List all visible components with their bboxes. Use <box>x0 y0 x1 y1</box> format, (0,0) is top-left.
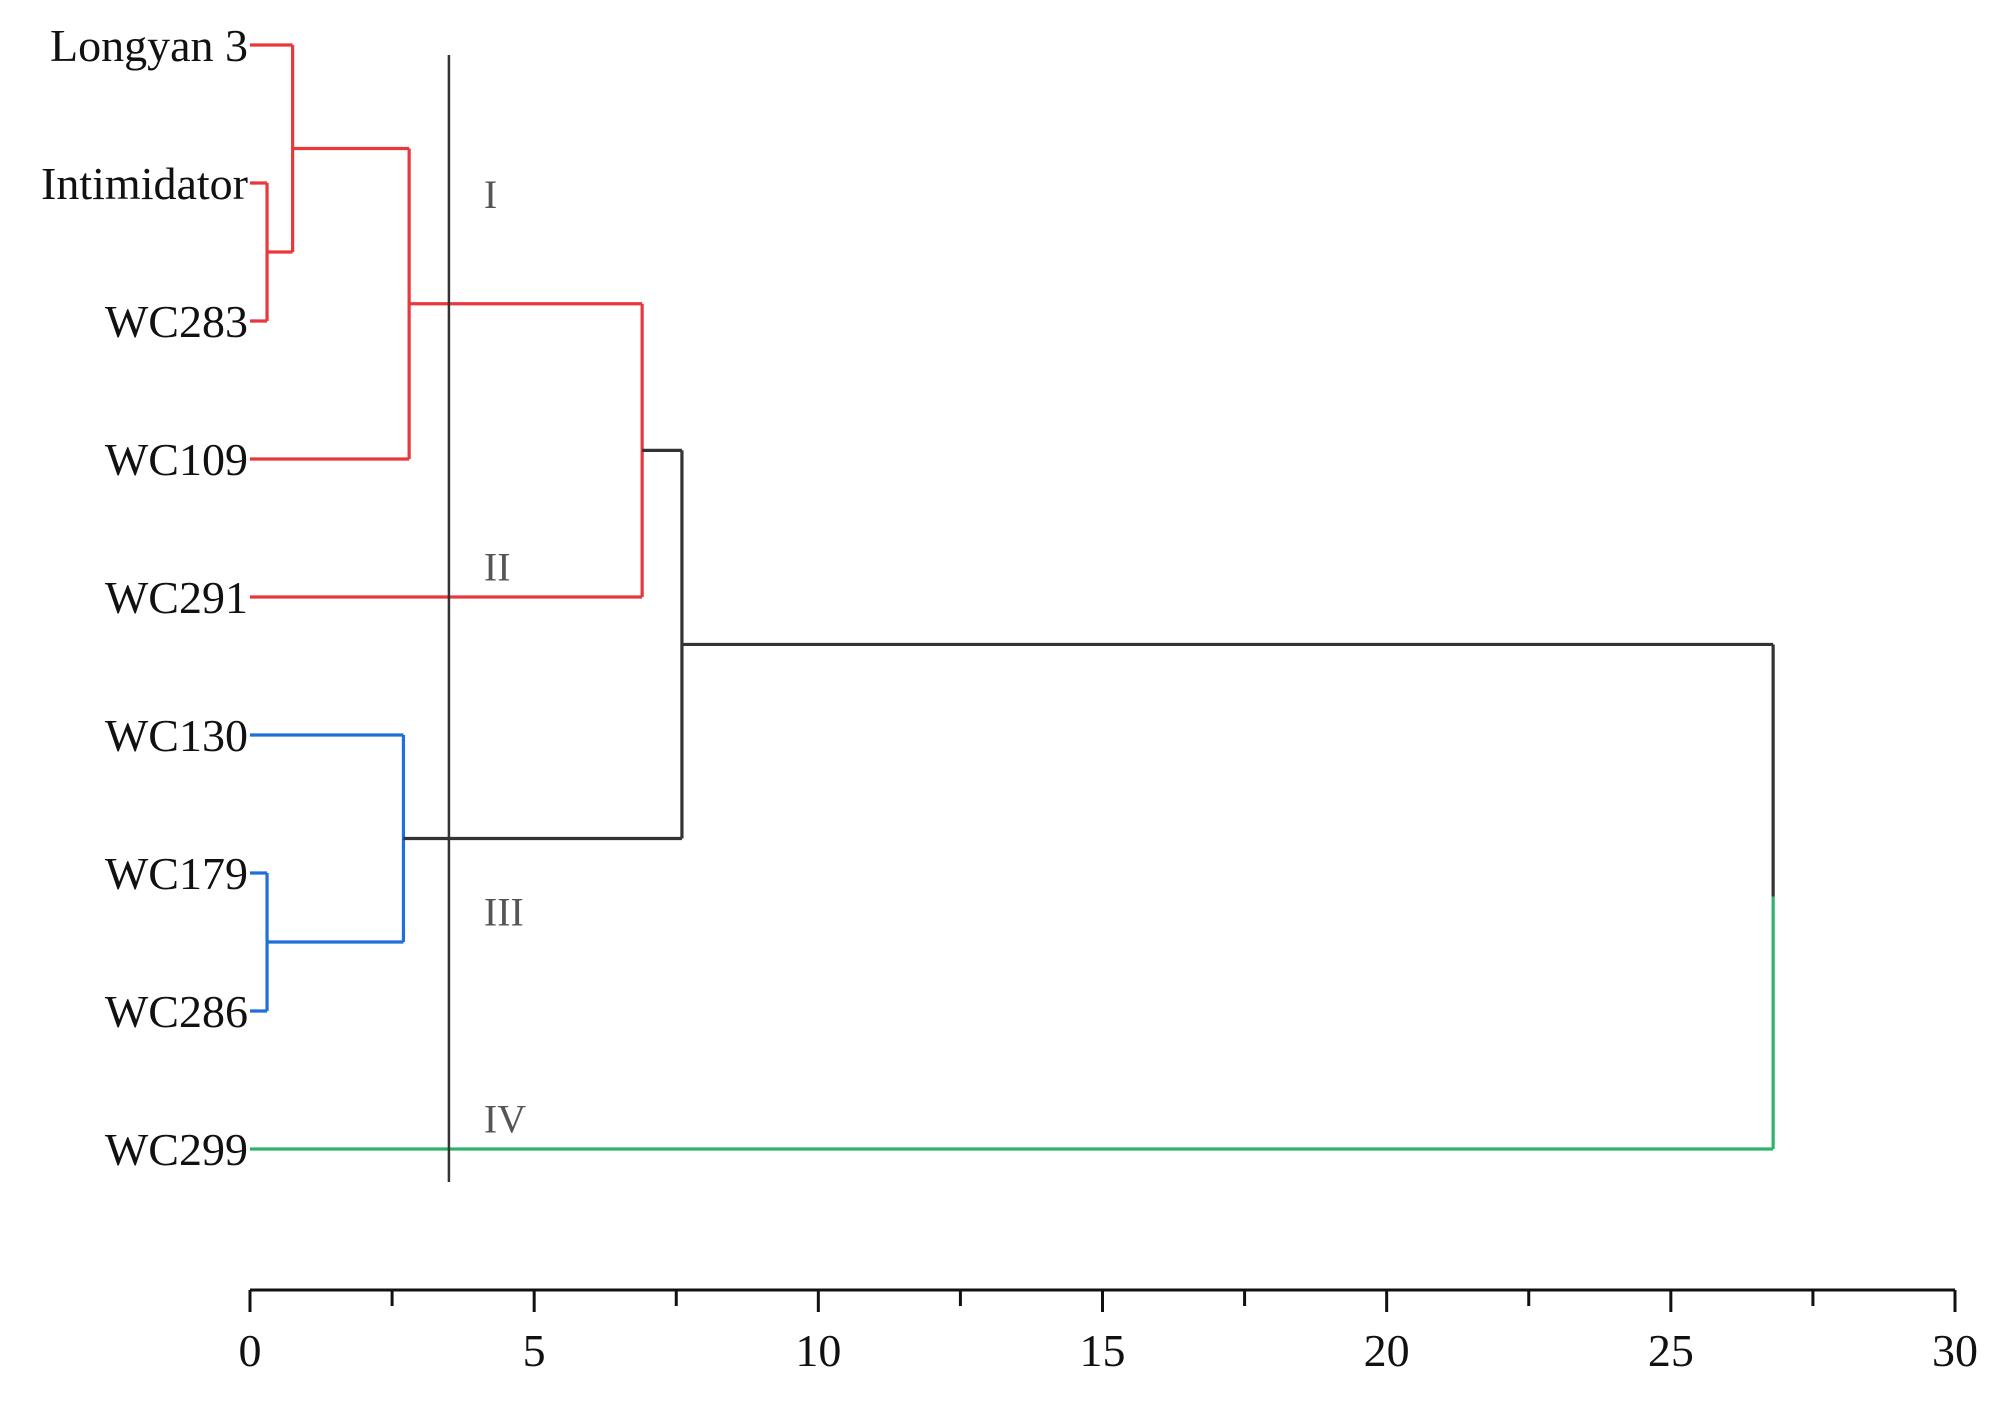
x-tick-label: 15 <box>1080 1325 1126 1376</box>
leaf-label: WC109 <box>105 434 248 485</box>
leaf-label: Intimidator <box>41 158 248 209</box>
x-tick-label: 5 <box>523 1325 546 1376</box>
leaf-label: Longyan 3 <box>50 20 248 71</box>
leaf-labels: Longyan 3 Intimidator WC283 WC109 WC291 WC130… <box>41 20 248 1175</box>
leaf-label: WC130 <box>105 710 248 761</box>
leaf-label: WC283 <box>105 296 248 347</box>
leaf-label: WC291 <box>105 572 248 623</box>
dendrogram-branches <box>250 43 1775 1182</box>
x-tick-label: 25 <box>1648 1325 1694 1376</box>
x-tick-label: 0 <box>239 1325 262 1376</box>
x-tick-label: 20 <box>1364 1325 1410 1376</box>
leaf-label: WC299 <box>105 1124 248 1175</box>
x-tick-label: 10 <box>795 1325 841 1376</box>
x-tick-label: 30 <box>1932 1325 1978 1376</box>
cluster-label: IV <box>484 1097 526 1142</box>
leaf-label: WC179 <box>105 848 248 899</box>
cluster-label: III <box>484 890 524 935</box>
leaf-label: WC286 <box>105 986 248 1037</box>
cluster-label: I <box>484 172 497 217</box>
x-axis: 0 5 10 15 20 25 30 <box>239 1288 1978 1376</box>
cluster-label: II <box>484 545 511 590</box>
